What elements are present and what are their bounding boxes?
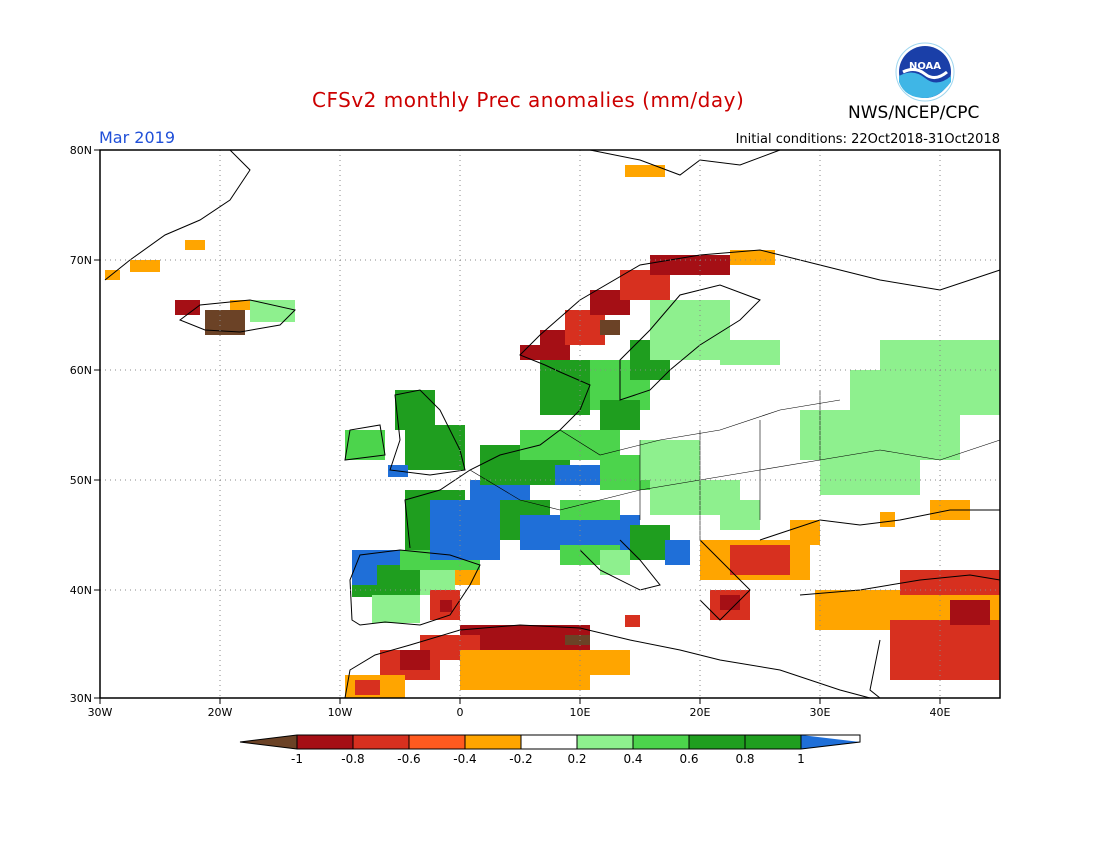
lat-label-60n: 60N xyxy=(70,364,92,377)
colorbar-swatch-lt-neg1 xyxy=(240,735,297,749)
colorbar-swatch-06-08 xyxy=(689,735,745,749)
map-frame xyxy=(99,149,1001,699)
colorbar-swatch-neg06-neg04 xyxy=(409,735,465,749)
axis-ticks xyxy=(94,149,941,704)
lon-label-0: 0 xyxy=(457,706,464,719)
colorbar-swatch-neg1-neg08 xyxy=(297,735,353,749)
lat-label-40n: 40N xyxy=(70,584,92,597)
lon-label-10e: 10E xyxy=(570,706,591,719)
initial-conditions: Initial conditions: 22Oct2018-31Oct2018 xyxy=(735,132,1000,147)
lon-label-10w: 10W xyxy=(328,706,353,719)
lon-label-30w: 30W xyxy=(88,706,113,719)
colorbar-label: -0.2 xyxy=(509,752,532,766)
lat-label-50n: 50N xyxy=(70,474,92,487)
agency-label: NWS/NCEP/CPC xyxy=(848,103,980,123)
noaa-logo-icon: NOAA xyxy=(895,42,955,102)
colorbar-swatch-neg08-neg06 xyxy=(353,735,409,749)
noaa-logo-text: NOAA xyxy=(909,61,941,72)
map-title: CFSv2 monthly Prec anomalies (mm/day) xyxy=(312,88,745,112)
lon-label-20e: 20E xyxy=(690,706,711,719)
lat-label-80n: 80N xyxy=(70,144,92,157)
colorbar-label: 1 xyxy=(797,752,805,766)
lon-label-20w: 20W xyxy=(208,706,233,719)
colorbar-swatch-04-06 xyxy=(633,735,689,749)
anomaly-shading xyxy=(105,165,1000,698)
colorbar-label: -0.8 xyxy=(341,752,364,766)
lat-label-70n: 70N xyxy=(70,254,92,267)
lon-label-40e: 40E xyxy=(930,706,951,719)
graticule xyxy=(100,150,1000,698)
colorbar-label: -0.6 xyxy=(397,752,420,766)
colorbar: -1 -0.8 -0.6 -0.4 -0.2 0.2 0.4 0.6 0.8 1 xyxy=(239,734,861,766)
colorbar-swatch-08-1 xyxy=(745,735,801,749)
colorbar-label: -1 xyxy=(291,752,303,766)
colorbar-swatch-02-04 xyxy=(577,735,633,749)
colorbar-swatch-gt-1 xyxy=(801,735,860,749)
lat-label-30n: 30N xyxy=(70,692,92,705)
colorbar-label: 0.2 xyxy=(567,752,586,766)
colorbar-swatch-neutral xyxy=(521,735,577,749)
colorbar-swatch-neg04-neg02 xyxy=(465,735,521,749)
lon-label-30e: 30E xyxy=(810,706,831,719)
colorbar-label: 0.4 xyxy=(623,752,642,766)
forecast-month: Mar 2019 xyxy=(99,128,175,147)
colorbar-label: 0.8 xyxy=(735,752,754,766)
colorbar-label: -0.4 xyxy=(453,752,476,766)
colorbar-label: 0.6 xyxy=(679,752,698,766)
